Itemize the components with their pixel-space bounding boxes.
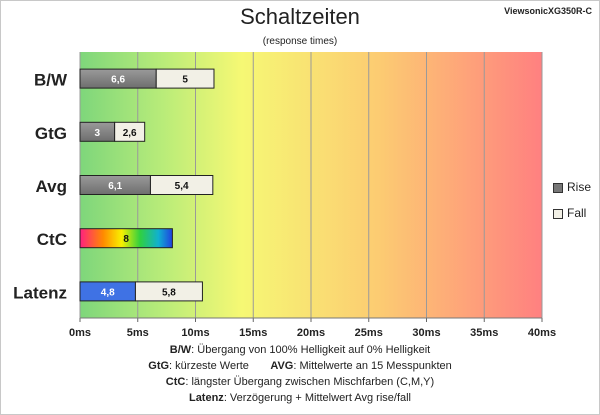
bars: 6,6 5 3 2,6 6,1 5,4 8 4,8 5,8 xyxy=(79,68,215,302)
footer-line-1: B/W: Übergang von 100% Helligkeit auf 0%… xyxy=(0,343,600,358)
category-label: Latenz xyxy=(13,283,67,302)
bar-rise xyxy=(79,228,173,249)
footer-text-avg: : Mittelwerte an 15 Messpunkten xyxy=(293,360,452,372)
x-tick-label: 0ms xyxy=(69,327,91,339)
footer-text-bw: : Übergang von 100% Helligkeit auf 0% He… xyxy=(191,344,431,356)
legend-item-rise: Rise xyxy=(553,180,591,194)
bar-fall xyxy=(155,68,215,89)
chart-subtitle: (response times) xyxy=(262,36,338,47)
footer-key-gtg: GtG xyxy=(148,360,170,372)
category-label: B/W xyxy=(34,71,68,90)
category-label: Avg xyxy=(36,177,68,196)
footer-key-ctc: CtC xyxy=(165,376,186,388)
legend-item-fall: Fall xyxy=(553,206,586,220)
x-tick-label: 20ms xyxy=(297,327,325,339)
legend-label-fall: Fall xyxy=(567,206,587,220)
x-tick-labels: 0ms 5ms 10ms 15ms 20ms 25ms 30ms 35ms 40ms xyxy=(69,327,556,339)
x-tick-label: 10ms xyxy=(181,327,209,339)
footer-key-latenz: Latenz xyxy=(188,392,224,404)
bar-fall xyxy=(149,175,214,195)
bar-label-rise: 4,8 xyxy=(101,287,115,298)
footer-text-latenz: : Verzögerung + Mittelwert Avg rise/fall xyxy=(223,392,412,404)
footer-line-3: CtC: längster Übergang zwischen Mischfar… xyxy=(0,375,600,390)
footer-key-avg: AVG xyxy=(270,360,294,372)
x-tick-label: 40ms xyxy=(528,327,556,339)
bar-label-rise: 8 xyxy=(123,234,129,245)
footer-key-bw: B/W xyxy=(169,344,192,356)
chart-title: Schaltzeiten xyxy=(240,4,360,29)
bar-label-fall: 5,8 xyxy=(162,287,176,298)
footer-text-gtg: : kürzeste Werte xyxy=(169,360,249,372)
x-tick-label: 5ms xyxy=(127,327,149,339)
category-label: CtC xyxy=(37,230,67,249)
x-tick-label: 30ms xyxy=(412,327,440,339)
monitor-model: ViewsonicXG350R-C xyxy=(504,6,592,16)
footer-line-2: GtG: kürzeste Werte AVG: Mittelwerte an … xyxy=(0,359,600,374)
footer-line-4: Latenz: Verzögerung + Mittelwert Avg ris… xyxy=(0,391,600,406)
bar-label-fall: 2,6 xyxy=(123,128,137,139)
x-tick-label: 35ms xyxy=(470,327,498,339)
footer-text-ctc: : längster Übergang zwischen Mischfarben… xyxy=(185,376,435,388)
bar-label-rise: 3 xyxy=(95,128,101,139)
x-tick-label: 15ms xyxy=(239,327,267,339)
x-tick-label: 25ms xyxy=(355,327,383,339)
category-labels: B/W GtG Avg CtC Latenz xyxy=(13,71,68,303)
legend-swatch-fall xyxy=(553,208,563,219)
bar-fall xyxy=(114,121,146,142)
category-label: GtG xyxy=(35,124,67,143)
bar-label-fall: 5 xyxy=(182,75,188,86)
bar-label-rise: 6,6 xyxy=(111,75,125,86)
legend-label-rise: Rise xyxy=(567,180,592,194)
bar-label-rise: 6,1 xyxy=(108,181,122,192)
legend-swatch-rise xyxy=(553,182,563,193)
bar-fall xyxy=(134,281,203,302)
bar-label-fall: 5,4 xyxy=(175,181,189,192)
